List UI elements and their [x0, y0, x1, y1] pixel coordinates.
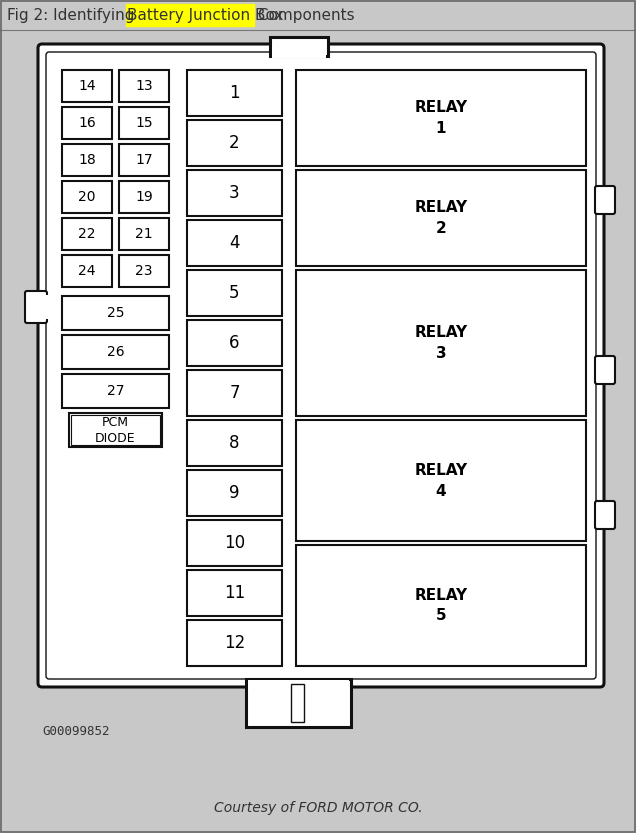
Bar — [41, 295, 49, 319]
Text: 5: 5 — [229, 284, 240, 302]
Text: 21: 21 — [135, 227, 153, 241]
Bar — [119, 144, 169, 176]
Text: 23: 23 — [135, 264, 153, 278]
Text: 9: 9 — [229, 484, 240, 502]
Text: 3: 3 — [229, 184, 240, 202]
Bar — [296, 170, 586, 266]
Text: 19: 19 — [135, 190, 153, 204]
Text: 11: 11 — [224, 584, 245, 602]
Text: RELAY
2: RELAY 2 — [415, 200, 467, 236]
Text: 8: 8 — [229, 434, 240, 452]
Bar — [69, 413, 162, 447]
Bar — [62, 144, 112, 176]
Bar — [296, 545, 586, 666]
Bar — [187, 470, 282, 516]
FancyBboxPatch shape — [595, 356, 615, 384]
Bar — [119, 181, 169, 213]
Bar — [71, 415, 160, 445]
Text: Battery Junction Box: Battery Junction Box — [127, 7, 283, 22]
Bar — [296, 70, 586, 166]
FancyBboxPatch shape — [595, 186, 615, 214]
Text: 2: 2 — [229, 134, 240, 152]
Text: Fig 2: Identifying: Fig 2: Identifying — [7, 7, 139, 22]
Text: 16: 16 — [78, 116, 96, 130]
Bar — [598, 360, 604, 380]
FancyBboxPatch shape — [25, 291, 47, 323]
Bar — [0, 0, 636, 30]
Bar — [296, 270, 586, 416]
Bar — [62, 107, 112, 139]
Text: RELAY
1: RELAY 1 — [415, 100, 467, 136]
Bar — [272, 46, 326, 58]
Bar — [187, 320, 282, 366]
Bar — [62, 335, 169, 369]
Bar — [62, 255, 112, 287]
Bar — [119, 107, 169, 139]
Bar — [598, 190, 604, 210]
Bar — [187, 520, 282, 566]
Text: 26: 26 — [107, 345, 124, 359]
Bar — [62, 218, 112, 250]
Bar — [119, 218, 169, 250]
Bar — [246, 679, 351, 727]
Bar — [248, 680, 349, 690]
Text: 25: 25 — [107, 306, 124, 320]
Text: 12: 12 — [224, 634, 245, 652]
Bar — [119, 255, 169, 287]
Bar — [187, 70, 282, 116]
Text: 6: 6 — [229, 334, 240, 352]
Bar — [296, 420, 586, 541]
Bar — [62, 70, 112, 102]
Bar — [62, 374, 169, 408]
Bar — [62, 181, 112, 213]
Text: G00099852: G00099852 — [42, 725, 109, 738]
Bar — [187, 270, 282, 316]
Text: 17: 17 — [135, 153, 153, 167]
Text: RELAY
3: RELAY 3 — [415, 325, 467, 361]
Text: 1: 1 — [229, 84, 240, 102]
Bar — [598, 505, 604, 525]
Text: Components: Components — [252, 7, 354, 22]
Text: 10: 10 — [224, 534, 245, 552]
Bar — [119, 70, 169, 102]
Bar — [187, 220, 282, 266]
Bar — [187, 570, 282, 616]
FancyBboxPatch shape — [595, 501, 615, 529]
Bar — [291, 684, 304, 722]
Bar — [187, 420, 282, 466]
Text: 13: 13 — [135, 79, 153, 93]
Text: 7: 7 — [229, 384, 240, 402]
Text: 18: 18 — [78, 153, 96, 167]
Text: RELAY
5: RELAY 5 — [415, 587, 467, 623]
Bar — [187, 120, 282, 166]
Text: 20: 20 — [78, 190, 96, 204]
Bar — [187, 370, 282, 416]
Text: 27: 27 — [107, 384, 124, 398]
Text: 24: 24 — [78, 264, 96, 278]
Text: 4: 4 — [229, 234, 240, 252]
Text: 22: 22 — [78, 227, 96, 241]
Bar — [187, 620, 282, 666]
Text: PCM
DIODE: PCM DIODE — [95, 416, 136, 445]
Text: RELAY
4: RELAY 4 — [415, 462, 467, 498]
Text: Courtesy of FORD MOTOR CO.: Courtesy of FORD MOTOR CO. — [214, 801, 422, 815]
Bar — [187, 170, 282, 216]
Bar — [62, 296, 169, 330]
FancyBboxPatch shape — [38, 44, 604, 687]
Bar — [126, 4, 254, 26]
Text: 15: 15 — [135, 116, 153, 130]
Bar — [270, 37, 328, 56]
Text: 14: 14 — [78, 79, 96, 93]
